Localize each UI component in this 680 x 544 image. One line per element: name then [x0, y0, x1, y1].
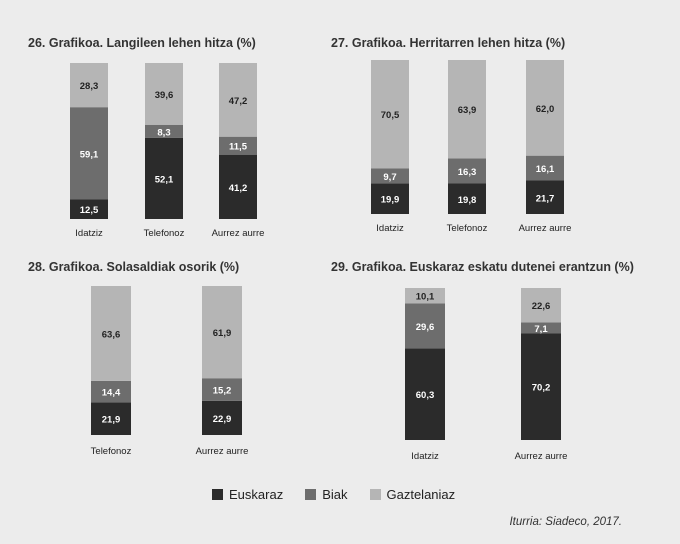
chart-title: 26. Grafikoa. Langileen lehen hitza (%)	[28, 36, 256, 50]
legend: Euskaraz Biak Gaztelaniaz	[212, 487, 477, 502]
bar-segment-gaztelaniaz	[91, 286, 131, 381]
bar-segment-biak	[371, 168, 409, 184]
chart-title: 28. Grafikoa. Solasaldiak osorik (%)	[28, 260, 240, 274]
bar-segment-biak	[405, 303, 445, 349]
legend-label: Biak	[322, 487, 348, 502]
data-label: 70,5	[381, 110, 400, 121]
bar-segment-gaztelaniaz	[405, 288, 445, 304]
data-label: 52,1	[155, 174, 174, 185]
data-label: 60,3	[416, 390, 435, 401]
data-label: 19,9	[381, 195, 400, 206]
source-note: Iturria: Siadeco, 2017.	[509, 516, 622, 528]
legend-item-euskaraz: Euskaraz	[212, 487, 283, 502]
data-label: 59,1	[80, 149, 99, 160]
data-label: 12,5	[80, 205, 99, 216]
data-label: 29,6	[416, 322, 435, 333]
bar-segment-biak	[448, 158, 486, 184]
legend-swatch	[212, 489, 223, 500]
category-label: Idatziz	[376, 223, 404, 234]
data-label: 22,9	[213, 414, 232, 425]
legend-swatch	[305, 489, 317, 500]
data-label: 7,1	[534, 324, 548, 335]
bar-segment-biak	[145, 124, 183, 138]
bar-segment-euskaraz	[448, 183, 486, 214]
bar-segment-biak	[202, 378, 242, 401]
chart-title: 29. Grafikoa. Euskaraz eskatu dutenei er…	[331, 260, 634, 274]
data-label: 8,3	[157, 127, 170, 138]
bar-segment-biak	[521, 322, 561, 334]
bar-segment-gaztelaniaz	[371, 60, 409, 169]
data-label: 47,2	[229, 96, 248, 107]
chart-title: 27. Grafikoa. Herritarren lehen hitza (%…	[331, 36, 566, 50]
category-label: Idatziz	[411, 451, 439, 462]
data-label: 16,1	[536, 164, 555, 175]
legend-item-biak: Biak	[305, 487, 348, 502]
bar-segment-biak	[219, 136, 257, 155]
data-label: 10,1	[416, 292, 435, 303]
data-label: 63,6	[102, 329, 121, 340]
category-label: Telefonoz	[144, 228, 185, 239]
category-label: Aurrez aurre	[515, 451, 568, 462]
data-label: 16,3	[458, 167, 477, 178]
bar-segment-gaztelaniaz	[145, 63, 183, 125]
bar-segment-euskaraz	[526, 180, 564, 214]
data-label: 15,2	[213, 386, 232, 397]
category-label: Aurrez aurre	[212, 228, 265, 239]
bar-segment-gaztelaniaz	[202, 286, 242, 379]
legend-label: Gaztelaniaz	[386, 487, 456, 502]
bar-segment-euskaraz	[202, 400, 242, 435]
bar-segment-gaztelaniaz	[448, 60, 486, 159]
data-label: 39,6	[155, 90, 174, 101]
bar-segment-euskaraz	[371, 183, 409, 214]
legend-label: Euskaraz	[229, 487, 284, 502]
data-label: 21,7	[536, 193, 555, 204]
bar-segment-euskaraz	[219, 154, 257, 219]
category-label: Telefonoz	[91, 446, 132, 457]
category-label: Idatziz	[75, 228, 103, 239]
legend-item-gaztelaniaz: Gaztelaniaz	[369, 487, 456, 502]
bar-segment-gaztelaniaz	[219, 63, 257, 137]
data-label: 14,4	[102, 388, 121, 399]
data-label: 41,2	[229, 183, 248, 194]
data-label: 62,0	[536, 104, 555, 115]
category-label: Telefonoz	[447, 223, 488, 234]
bar-segment-gaztelaniaz	[526, 60, 564, 156]
data-label: 19,8	[458, 195, 477, 206]
bar-segment-euskaraz	[91, 402, 131, 435]
bar-segment-euskaraz	[145, 137, 183, 219]
bar-segment-biak	[526, 155, 564, 181]
bar-segment-gaztelaniaz	[521, 288, 561, 323]
category-label: Aurrez aurre	[519, 223, 572, 234]
category-label: Aurrez aurre	[196, 446, 249, 457]
legend-swatch	[369, 489, 381, 500]
bar-segment-biak	[70, 107, 108, 200]
data-label: 28,3	[80, 81, 99, 92]
data-label: 11,5	[229, 142, 248, 153]
data-label: 70,2	[532, 383, 551, 394]
bar-segment-euskaraz	[405, 348, 445, 440]
data-label: 61,9	[213, 328, 232, 339]
data-label: 63,9	[458, 105, 477, 116]
bar-segment-biak	[91, 380, 131, 403]
data-label: 21,9	[102, 415, 121, 426]
bar-segment-euskaraz	[521, 333, 561, 440]
bar-segment-gaztelaniaz	[70, 63, 108, 108]
bar-segment-euskaraz	[70, 199, 108, 219]
data-label: 22,6	[532, 301, 551, 312]
data-label: 9,7	[383, 172, 396, 183]
